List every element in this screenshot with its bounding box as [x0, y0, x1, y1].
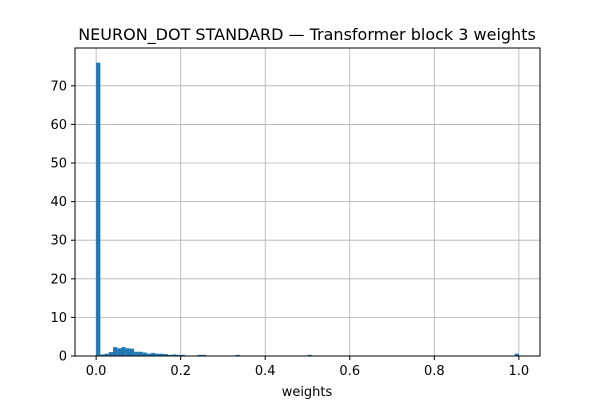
- histogram-bars: [96, 62, 519, 357]
- histogram-bar: [514, 353, 519, 356]
- y-tick-label: 60: [50, 118, 67, 133]
- histogram-bar: [108, 352, 114, 356]
- histogram-bar: [129, 348, 135, 356]
- x-tick-label: 1.0: [509, 364, 530, 379]
- x-tick-label: 0.6: [339, 364, 360, 379]
- histogram-bar: [100, 354, 105, 356]
- gridlines: [75, 48, 540, 357]
- histogram-bar: [146, 353, 152, 356]
- histogram-bar: [155, 353, 160, 356]
- histogram-bar: [151, 352, 156, 356]
- histogram-bar: [117, 348, 122, 356]
- y-tick-label: 40: [50, 195, 67, 210]
- axis-ticks: 0.0 0.2 0.4 0.6 0.8 1.0 0 10 20 30 40 50 60 70: [50, 79, 529, 379]
- histogram-bar: [168, 354, 173, 356]
- histogram-bar: [172, 354, 177, 356]
- y-tick-label: 0: [59, 350, 67, 365]
- x-axis-label: weights: [282, 385, 333, 400]
- histogram-bar: [201, 354, 207, 356]
- histogram-bar: [180, 354, 185, 356]
- histogram-bar: [142, 352, 147, 356]
- y-tick-label: 70: [50, 79, 67, 94]
- histogram-bar: [121, 347, 126, 356]
- x-tick-label: 0.0: [86, 364, 107, 379]
- x-tick-label: 0.8: [424, 364, 445, 379]
- histogram-bar: [235, 354, 240, 356]
- y-tick-label: 10: [50, 311, 67, 326]
- histogram-bar: [197, 354, 202, 356]
- histogram-bar: [307, 354, 312, 356]
- x-tick-label: 0.4: [255, 364, 276, 379]
- histogram-bar: [138, 351, 143, 356]
- x-tick-label: 0.2: [170, 364, 191, 379]
- histogram-bar: [125, 348, 130, 356]
- chart-title: NEURON_DOT STANDARD — Transformer block …: [78, 25, 536, 45]
- histogram-bar: [134, 351, 139, 356]
- y-tick-label: 50: [50, 157, 67, 172]
- y-tick-label: 20: [50, 272, 67, 287]
- y-tick-label: 30: [50, 234, 67, 249]
- histogram-bar: [176, 354, 181, 356]
- histogram-bar: [96, 62, 101, 357]
- histogram-bar: [104, 353, 109, 356]
- histogram-bar: [163, 354, 168, 356]
- histogram-bar: [113, 347, 118, 356]
- histogram-bar: [159, 353, 164, 356]
